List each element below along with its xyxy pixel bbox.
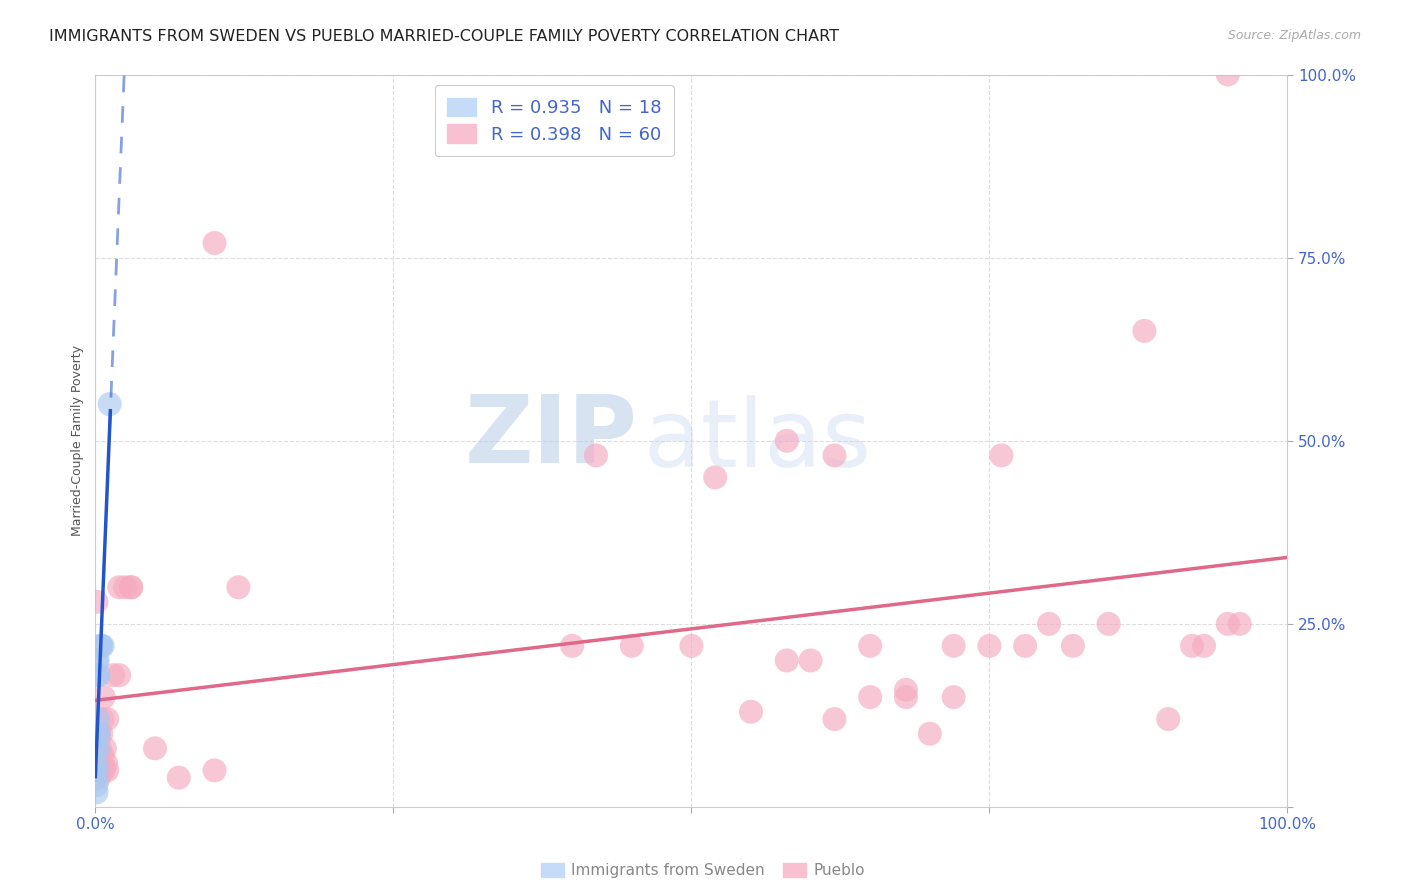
Text: IMMIGRANTS FROM SWEDEN VS PUEBLO MARRIED-COUPLE FAMILY POVERTY CORRELATION CHART: IMMIGRANTS FROM SWEDEN VS PUEBLO MARRIED… <box>49 29 839 44</box>
Point <box>86 764 108 778</box>
Point <box>859 690 882 705</box>
Point <box>89 741 111 756</box>
Point <box>585 449 607 463</box>
Point <box>86 785 108 799</box>
Point <box>1133 324 1156 338</box>
Point <box>681 639 703 653</box>
Point <box>96 764 118 778</box>
Point <box>1038 616 1060 631</box>
Point <box>87 727 110 741</box>
Text: atlas: atlas <box>644 395 872 487</box>
Point <box>108 668 131 682</box>
Point <box>620 639 643 653</box>
Point <box>823 712 845 726</box>
Point <box>1014 639 1036 653</box>
Point <box>1181 639 1204 653</box>
Text: ZIP: ZIP <box>465 391 638 483</box>
Point <box>704 470 727 484</box>
Point <box>103 668 125 682</box>
Point <box>776 434 799 448</box>
Point <box>87 764 110 778</box>
Point <box>979 639 1001 653</box>
Legend: Immigrants from Sweden, Pueblo: Immigrants from Sweden, Pueblo <box>536 858 870 882</box>
Y-axis label: Married-Couple Family Poverty: Married-Couple Family Poverty <box>72 345 84 536</box>
Point <box>1157 712 1180 726</box>
Point <box>776 653 799 667</box>
Point <box>167 771 190 785</box>
Point <box>98 397 121 411</box>
Point <box>87 653 110 667</box>
Point <box>894 690 917 705</box>
Point <box>90 639 112 653</box>
Point <box>942 690 965 705</box>
Point <box>86 595 108 609</box>
Point <box>120 580 142 594</box>
Point <box>561 639 583 653</box>
Point <box>87 727 110 741</box>
Point <box>108 580 131 594</box>
Point <box>1229 616 1251 631</box>
Point <box>93 764 115 778</box>
Point <box>94 741 117 756</box>
Point <box>1062 639 1084 653</box>
Point <box>91 639 114 653</box>
Point <box>204 235 226 250</box>
Legend: R = 0.935   N = 18, R = 0.398   N = 60: R = 0.935 N = 18, R = 0.398 N = 60 <box>434 85 673 156</box>
Point <box>86 741 108 756</box>
Point <box>859 639 882 653</box>
Point <box>228 580 250 594</box>
Point <box>1216 616 1239 631</box>
Point <box>87 668 110 682</box>
Point <box>87 748 110 763</box>
Point <box>120 580 142 594</box>
Point <box>143 741 166 756</box>
Point <box>1097 616 1119 631</box>
Point <box>86 756 108 770</box>
Point <box>942 639 965 653</box>
Point <box>93 690 115 705</box>
Point <box>894 682 917 697</box>
Point <box>87 771 110 785</box>
Point <box>86 764 108 778</box>
Point <box>823 449 845 463</box>
Point <box>89 639 111 653</box>
Point <box>94 756 117 770</box>
Point <box>87 712 110 726</box>
Point <box>114 580 136 594</box>
Point <box>87 741 110 756</box>
Point <box>86 727 108 741</box>
Point <box>86 778 108 792</box>
Point <box>990 449 1012 463</box>
Point <box>90 727 112 741</box>
Point <box>800 653 823 667</box>
Point <box>918 727 941 741</box>
Point <box>204 764 226 778</box>
Point <box>86 653 108 667</box>
Text: Source: ZipAtlas.com: Source: ZipAtlas.com <box>1227 29 1361 42</box>
Point <box>86 771 108 785</box>
Point <box>87 727 110 741</box>
Point <box>96 712 118 726</box>
Point <box>90 764 112 778</box>
Point <box>740 705 762 719</box>
Point <box>91 748 114 763</box>
Point <box>1216 68 1239 82</box>
Point <box>1192 639 1215 653</box>
Point <box>91 712 114 726</box>
Point <box>86 668 108 682</box>
